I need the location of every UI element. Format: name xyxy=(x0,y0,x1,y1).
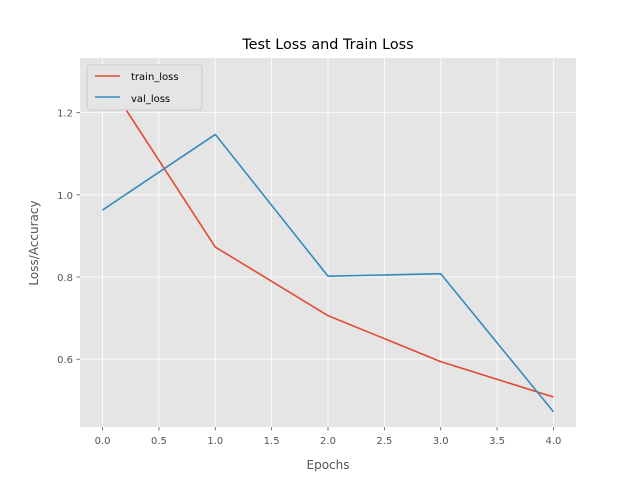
y-axis-label: Loss/Accuracy xyxy=(27,200,41,285)
x-tick-label: 3.5 xyxy=(489,436,505,447)
x-tick-label: 3.0 xyxy=(433,436,449,447)
x-tick-label: 1.0 xyxy=(207,436,223,447)
x-tick-label: 2.5 xyxy=(376,436,392,447)
series-lines xyxy=(101,73,555,413)
series-line-val-loss xyxy=(102,133,555,413)
grid-lines xyxy=(80,58,576,427)
y-tick-label: 1.2 xyxy=(57,109,73,120)
x-tick-label: 0.0 xyxy=(95,436,111,447)
legend-label-train-loss: train_loss xyxy=(131,72,179,83)
y-tick-label: 1.0 xyxy=(57,191,73,202)
y-tick-label: 0.8 xyxy=(57,273,73,284)
x-tick-label: 1.5 xyxy=(264,436,280,447)
x-axis-label: Epochs xyxy=(307,458,350,472)
series-line-train-loss xyxy=(101,73,554,398)
chart-title: Test Loss and Train Loss xyxy=(241,37,413,53)
legend: train_loss val_loss xyxy=(86,64,203,111)
x-tick-label: 4.0 xyxy=(546,436,562,447)
axis-ticks: 0.0 0.5 1.0 1.5 2.0 2.5 3.0 3.5 4.0 0.6 0.8 1.0 1.2 xyxy=(57,109,561,447)
x-tick-label: 0.5 xyxy=(151,436,167,447)
y-tick-label: 0.6 xyxy=(57,355,73,366)
legend-label-val-loss: val_loss xyxy=(131,94,170,105)
x-tick-label: 2.0 xyxy=(320,436,336,447)
